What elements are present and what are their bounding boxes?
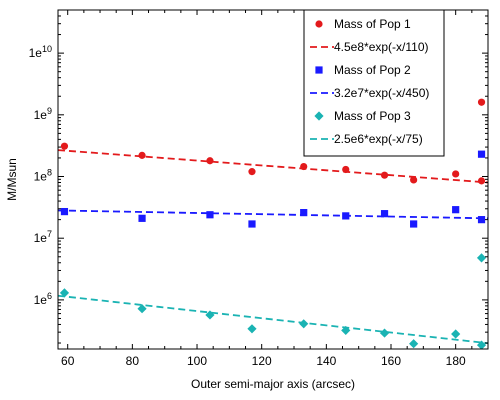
data-point-series-1 (380, 171, 389, 179)
data-point-series-2 (248, 220, 256, 228)
legend-label-series-3: Mass of Pop 3 (334, 109, 411, 123)
legend-label-fit-1: 4.5e8*exp(-x/110) (334, 40, 429, 54)
data-point-series-1 (248, 168, 256, 176)
data-point-series-1 (60, 142, 69, 150)
data-point-series-2 (206, 211, 214, 219)
x-tick-label: 80 (126, 354, 140, 368)
data-point-series-2 (300, 209, 308, 217)
legend-label-series-1: Mass of Pop 1 (334, 17, 411, 31)
data-point-series-3 (205, 310, 215, 320)
data-point-series-1 (206, 157, 214, 165)
legend-label-fit-3: 2.5e6*exp(-x/75) (334, 132, 423, 146)
x-tick-label: 160 (381, 354, 401, 368)
legend-box (303, 9, 445, 157)
legend: Mass of Pop 1 4.5e8*exp(-x/110) Mass of Po… (303, 9, 445, 157)
fit-line-1 (58, 149, 488, 184)
y-axis-label: M/Msun (5, 158, 19, 201)
x-axis-label: Outer semi-major axis (arcsec) (191, 377, 355, 391)
chart-axes: 60 80 100 120 140 160 180 1e6 1e7 1e8 1e9 1e10 Outer… (5, 9, 489, 391)
data-point-series-3 (379, 328, 390, 338)
data-point-series-3 (137, 304, 147, 314)
data-point-series-1 (477, 98, 486, 106)
fit-line-2 (58, 209, 488, 220)
data-point-series-3 (299, 319, 309, 329)
y-tick-label: 1e6 (34, 291, 52, 307)
legend-label-fit-2: 3.2e7*exp(-x/450) (334, 86, 429, 100)
data-point-extra-1 (477, 177, 486, 185)
data-point-series-1 (342, 165, 350, 174)
legend-label-series-2: Mass of Pop 2 (334, 63, 411, 77)
x-tick-label: 120 (252, 354, 272, 368)
data-point-series-3 (341, 325, 351, 336)
data-point-series-2 (60, 207, 69, 216)
legend-marker-1 (315, 20, 323, 28)
y-tick-label: 1e9 (34, 106, 52, 122)
x-tick-label: 180 (446, 354, 466, 368)
data-point-series-3 (247, 324, 257, 334)
data-point-series-1 (138, 151, 146, 159)
y-tick-label: 1e7 (34, 229, 52, 245)
data-point-series-3 (59, 288, 70, 298)
data-point-series-2 (477, 150, 486, 158)
y-tick-label: 1e8 (34, 168, 52, 184)
data-point-series-1 (300, 162, 308, 171)
data-point-series-2 (342, 212, 350, 220)
data-point-series-2 (138, 214, 146, 222)
data-point-series-1 (452, 170, 460, 178)
y-tick-label: 1e10 (29, 44, 52, 60)
data-point-series-2 (410, 220, 418, 228)
data-point-series-3 (476, 253, 487, 263)
legend-marker-2 (315, 66, 323, 74)
x-tick-label: 60 (61, 354, 75, 368)
legend-marker-3 (314, 111, 324, 121)
data-point-series-2 (380, 210, 389, 218)
data-point-series-1 (410, 176, 418, 184)
x-tick-label: 140 (316, 354, 336, 368)
data-point-extra-3 (476, 340, 487, 349)
x-tick-label: 100 (187, 354, 207, 368)
data-point-series-3 (451, 329, 461, 339)
data-point-series-2 (452, 206, 460, 214)
data-point-extra-2 (477, 216, 486, 224)
fit-line-3 (58, 294, 488, 345)
chart-marks (58, 98, 488, 349)
data-point-series-3 (409, 339, 419, 349)
